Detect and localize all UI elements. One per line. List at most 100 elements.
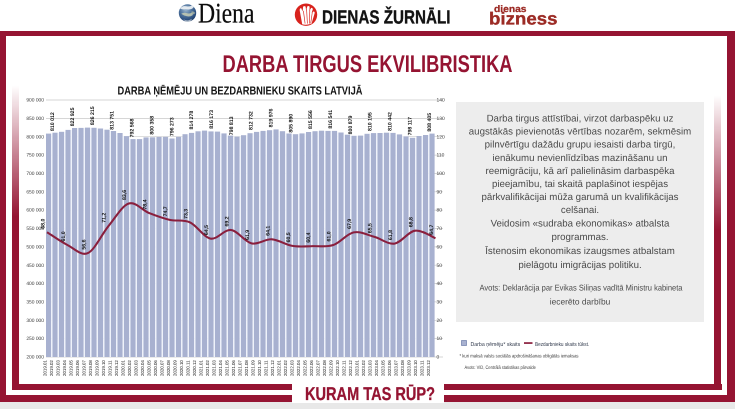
svg-text:60: 60 bbox=[437, 245, 443, 251]
svg-text:798 813: 798 813 bbox=[229, 116, 235, 135]
svg-text:2021.03: 2021.03 bbox=[212, 360, 217, 376]
svg-text:2020.01: 2020.01 bbox=[121, 360, 126, 376]
svg-text:2020.10: 2020.10 bbox=[179, 360, 184, 376]
svg-text:2021.01: 2021.01 bbox=[199, 360, 204, 376]
svg-text:2022.10: 2022.10 bbox=[335, 360, 340, 376]
svg-text:2020.08: 2020.08 bbox=[166, 360, 171, 376]
svg-text:DARBA ŅĒMĒJU UN BEZDARBNIEKU S: DARBA ŅĒMĒJU UN BEZDARBNIEKU SKAITS LATV… bbox=[118, 85, 363, 98]
svg-text:2019.05: 2019.05 bbox=[69, 360, 74, 376]
svg-text:Avots: VID, Centrālā statistik: Avots: VID, Centrālā statistikas pārvald… bbox=[465, 365, 536, 371]
svg-text:2021.06: 2021.06 bbox=[231, 360, 236, 376]
svg-text:2022.08: 2022.08 bbox=[322, 360, 327, 376]
svg-text:250 000: 250 000 bbox=[26, 336, 44, 342]
svg-text:2021.09: 2021.09 bbox=[251, 360, 256, 376]
svg-text:2020.03: 2020.03 bbox=[134, 360, 139, 376]
svg-text:850 000: 850 000 bbox=[26, 116, 44, 122]
svg-text:2023.01: 2023.01 bbox=[355, 360, 360, 376]
svg-text:64,1: 64,1 bbox=[265, 226, 271, 236]
svg-text:60,5: 60,5 bbox=[286, 232, 292, 242]
svg-text:130: 130 bbox=[437, 116, 445, 122]
svg-text:2023.10: 2023.10 bbox=[413, 360, 418, 376]
svg-text:2022.05: 2022.05 bbox=[303, 360, 308, 376]
svg-text:56,6: 56,6 bbox=[81, 239, 87, 249]
svg-text:2022.02: 2022.02 bbox=[283, 360, 288, 376]
svg-text:2020.07: 2020.07 bbox=[160, 360, 165, 376]
svg-text:68,0: 68,0 bbox=[40, 218, 46, 228]
svg-text:iecerēto darbību: iecerēto darbību bbox=[550, 296, 611, 306]
svg-text:400 000: 400 000 bbox=[26, 281, 44, 287]
svg-text:DARBA TIRGUS EKVILIBRISTIKA: DARBA TIRGUS EKVILIBRISTIKA bbox=[223, 51, 513, 78]
svg-text:64,5: 64,5 bbox=[204, 225, 210, 235]
svg-text:650 000: 650 000 bbox=[26, 189, 44, 195]
svg-text:pilnvērtīgu dažādu grupu iesai: pilnvērtīgu dažādu grupu iesaisti darba … bbox=[485, 140, 676, 151]
svg-text:2019.10: 2019.10 bbox=[101, 360, 106, 376]
svg-text:83,6: 83,6 bbox=[122, 190, 128, 200]
svg-text:69,2: 69,2 bbox=[224, 216, 230, 226]
svg-text:10: 10 bbox=[437, 336, 443, 342]
svg-text:50: 50 bbox=[437, 263, 443, 269]
svg-text:* kuri maksā valsts sociālās a: * kuri maksā valsts sociālās apdrošināša… bbox=[460, 354, 579, 360]
svg-text:350 000: 350 000 bbox=[26, 300, 44, 306]
svg-text:813 751: 813 751 bbox=[110, 111, 116, 130]
svg-text:815 556: 815 556 bbox=[308, 110, 314, 129]
svg-text:ienākumu nevienlīdzības mazinā: ienākumu nevienlīdzības mazināšanu un bbox=[492, 153, 667, 164]
svg-text:65,5: 65,5 bbox=[368, 223, 374, 233]
svg-text:2019.03: 2019.03 bbox=[56, 360, 61, 376]
svg-text:800 358: 800 358 bbox=[149, 116, 155, 135]
svg-text:300 000: 300 000 bbox=[26, 318, 44, 324]
svg-text:pieejamību, tai skaitā paplaši: pieejamību, tai skaitā paplašinot iespēj… bbox=[492, 179, 668, 190]
svg-text:2023.11: 2023.11 bbox=[420, 360, 425, 376]
svg-text:programmas.: programmas. bbox=[551, 232, 608, 243]
svg-text:2023.03: 2023.03 bbox=[368, 360, 373, 376]
svg-text:550 000: 550 000 bbox=[26, 226, 44, 232]
svg-text:140: 140 bbox=[437, 98, 445, 104]
svg-text:dienas: dienas bbox=[494, 4, 527, 15]
svg-text:812 732: 812 732 bbox=[249, 111, 255, 130]
svg-text:60,4: 60,4 bbox=[306, 232, 312, 242]
svg-text:2023.09: 2023.09 bbox=[407, 360, 412, 376]
svg-text:2021.04: 2021.04 bbox=[218, 360, 223, 376]
svg-text:2023.07: 2023.07 bbox=[394, 360, 399, 376]
svg-text:750 000: 750 000 bbox=[26, 153, 44, 159]
svg-text:110: 110 bbox=[437, 153, 445, 159]
svg-text:100: 100 bbox=[437, 171, 445, 177]
svg-text:2019.06: 2019.06 bbox=[75, 360, 80, 376]
svg-text:61,9: 61,9 bbox=[245, 230, 251, 240]
svg-text:2019.09: 2019.09 bbox=[95, 360, 100, 376]
svg-text:2019.01: 2019.01 bbox=[43, 360, 48, 376]
svg-text:2019.02: 2019.02 bbox=[49, 360, 54, 376]
svg-text:2020.02: 2020.02 bbox=[127, 360, 132, 376]
svg-text:810 012: 810 012 bbox=[50, 112, 56, 131]
svg-text:200 000: 200 000 bbox=[26, 355, 44, 361]
svg-text:700 000: 700 000 bbox=[26, 171, 44, 177]
svg-text:2021.05: 2021.05 bbox=[225, 360, 230, 376]
svg-text:67,9: 67,9 bbox=[347, 219, 353, 229]
svg-text:68,8: 68,8 bbox=[409, 217, 415, 227]
svg-text:826 215: 826 215 bbox=[90, 106, 96, 125]
svg-text:800 000: 800 000 bbox=[26, 134, 44, 140]
svg-text:600 000: 600 000 bbox=[26, 208, 44, 214]
svg-text:Īstenosim ekonomikas izaugsmes: Īstenosim ekonomikas izaugsmes atbalstam bbox=[485, 245, 675, 257]
svg-text:816 541: 816 541 bbox=[328, 110, 334, 129]
svg-text:2021.08: 2021.08 bbox=[244, 360, 249, 376]
svg-text:2020.09: 2020.09 bbox=[173, 360, 178, 376]
svg-text:71,2: 71,2 bbox=[102, 213, 108, 223]
svg-text:2023.08: 2023.08 bbox=[400, 360, 405, 376]
svg-text:2019.11: 2019.11 bbox=[108, 360, 113, 376]
svg-text:61,0: 61,0 bbox=[61, 231, 67, 241]
svg-text:DIENAS ŽURNĀLI: DIENAS ŽURNĀLI bbox=[322, 5, 451, 28]
svg-text:0: 0 bbox=[437, 355, 440, 361]
svg-text:2022.03: 2022.03 bbox=[290, 360, 295, 376]
svg-text:Avots: Deklarācija par Evikas: Avots: Deklarācija par Evikas Siliņas va… bbox=[480, 283, 683, 293]
svg-text:2019.04: 2019.04 bbox=[62, 360, 67, 376]
svg-text:2021.10: 2021.10 bbox=[257, 360, 262, 376]
svg-text:810 442: 810 442 bbox=[388, 112, 394, 131]
svg-text:2021.02: 2021.02 bbox=[205, 360, 210, 376]
svg-text:900 000: 900 000 bbox=[26, 98, 44, 104]
svg-text:90: 90 bbox=[437, 189, 443, 195]
svg-text:pārkvalifikācijai mūža garumā: pārkvalifikācijai mūža garumā un kvalifi… bbox=[481, 192, 678, 203]
svg-text:80: 80 bbox=[437, 208, 443, 214]
svg-text:20: 20 bbox=[437, 318, 443, 324]
svg-text:2020.11: 2020.11 bbox=[186, 360, 191, 376]
svg-text:celšanai.: celšanai. bbox=[561, 205, 599, 216]
